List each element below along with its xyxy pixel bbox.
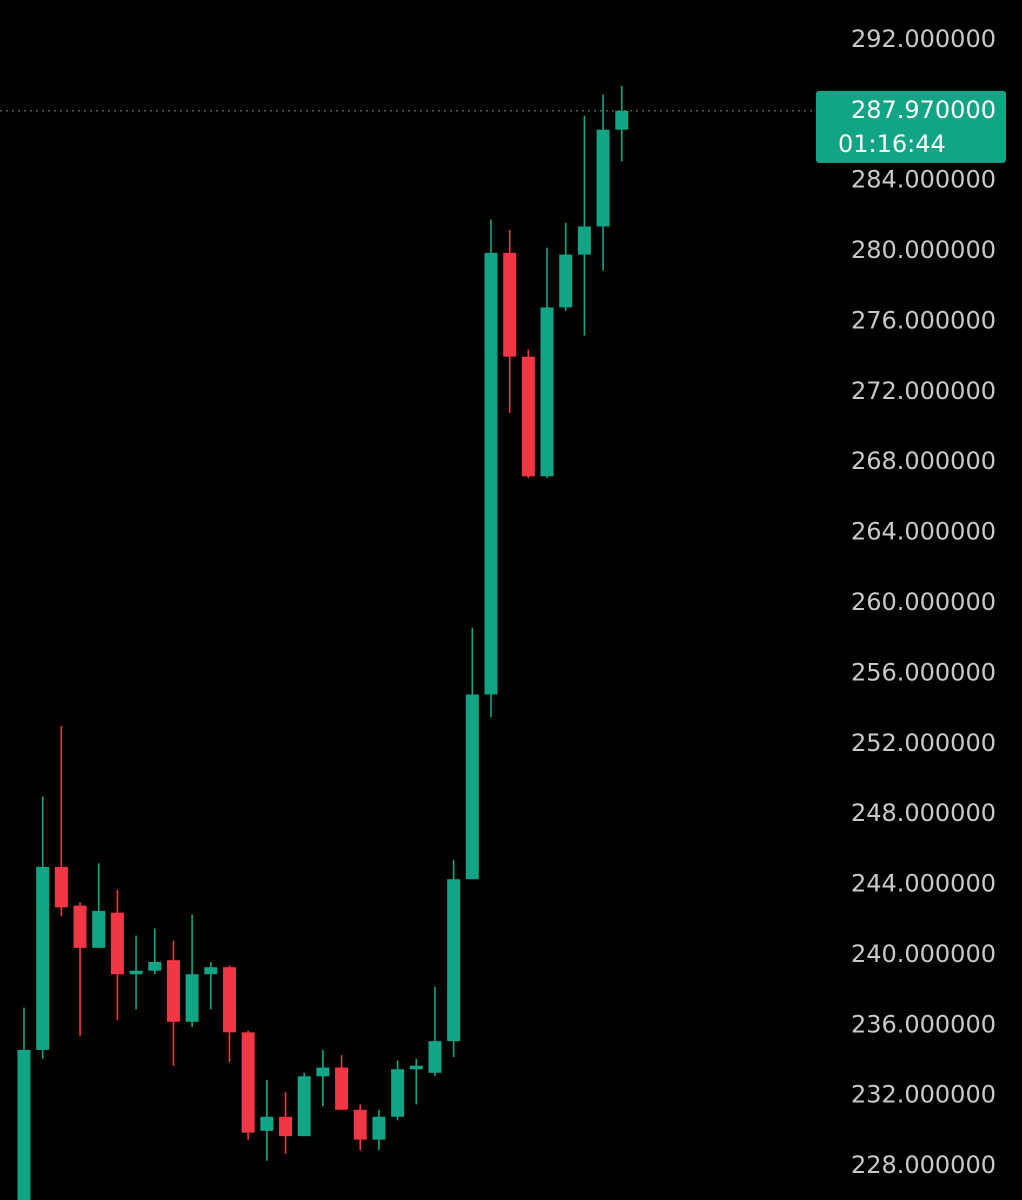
candle-body — [297, 1076, 311, 1137]
candle-body — [54, 866, 68, 908]
candle-body — [73, 905, 87, 948]
y-tick-label: 248.000000 — [851, 799, 996, 827]
y-tick-label: 264.000000 — [851, 518, 996, 546]
candle-body — [222, 967, 236, 1033]
candle-body — [335, 1067, 349, 1110]
candle-body — [110, 912, 124, 975]
y-tick-label: 280.000000 — [851, 236, 996, 264]
candle-body — [391, 1069, 405, 1117]
y-tick-label: 236.000000 — [851, 1010, 996, 1038]
candle-body — [615, 110, 629, 130]
y-tick-label: 228.000000 — [851, 1151, 996, 1179]
candle-body — [409, 1065, 423, 1070]
candle-body — [148, 961, 162, 971]
candle-body — [577, 226, 591, 255]
candle-body — [596, 129, 610, 227]
candle-body — [540, 307, 554, 477]
candle-body — [92, 910, 106, 948]
candle-body — [241, 1032, 255, 1133]
y-tick-label: 276.000000 — [851, 306, 996, 334]
price-tag — [816, 90, 1006, 163]
candle-body — [372, 1116, 386, 1140]
candle-body — [484, 252, 498, 695]
candle-body — [503, 252, 517, 357]
candle-body — [204, 967, 218, 975]
candle-body — [521, 356, 535, 477]
y-tick-label: 272.000000 — [851, 377, 996, 405]
y-tick-label: 256.000000 — [851, 658, 996, 686]
candle-body — [279, 1116, 293, 1137]
y-tick-label: 260.000000 — [851, 588, 996, 616]
candle-body — [129, 970, 143, 975]
candle-body — [353, 1109, 367, 1140]
candle-body — [559, 254, 573, 308]
y-tick-label: 232.000000 — [851, 1081, 996, 1109]
countdown-label: 01:16:44 — [838, 130, 946, 158]
y-tick-label: 292.000000 — [851, 25, 996, 53]
candle-body — [447, 879, 461, 1042]
y-tick-label: 268.000000 — [851, 447, 996, 475]
candle-body — [166, 960, 180, 1022]
candle-body — [428, 1041, 442, 1073]
y-tick-label: 240.000000 — [851, 940, 996, 968]
candle-body — [17, 1049, 31, 1200]
candle-body — [316, 1067, 330, 1077]
candle-body — [260, 1116, 274, 1131]
last-price-label: 287.970000 — [851, 96, 996, 124]
candle-body — [36, 866, 50, 1050]
candle-body — [185, 974, 199, 1022]
candle-body — [465, 694, 479, 880]
y-tick-label: 252.000000 — [851, 729, 996, 757]
y-tick-label: 244.000000 — [851, 870, 996, 898]
y-tick-label: 284.000000 — [851, 166, 996, 194]
